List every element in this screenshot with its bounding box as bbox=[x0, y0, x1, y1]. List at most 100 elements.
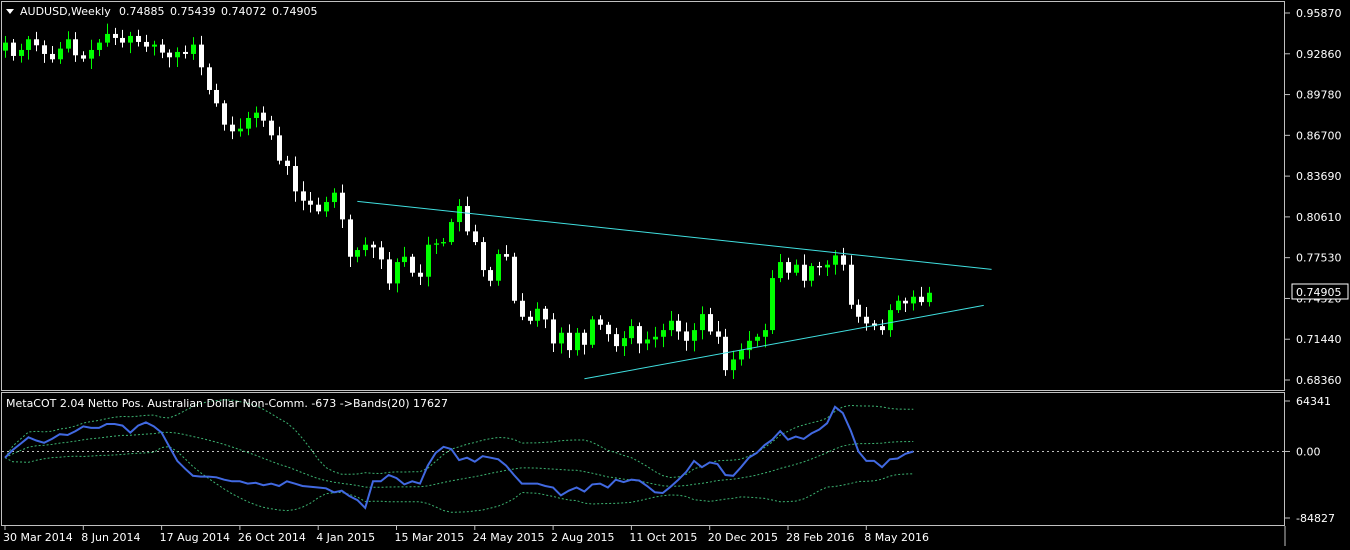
main-plot-frame bbox=[1, 1, 1285, 391]
trendline[interactable] bbox=[357, 200, 992, 270]
candle-body bbox=[645, 339, 650, 344]
candle-body bbox=[379, 247, 384, 260]
candle-body bbox=[191, 44, 196, 54]
candle-body bbox=[105, 33, 110, 43]
candle-body bbox=[590, 319, 595, 345]
time-tick-label: 26 Oct 2014 bbox=[238, 531, 306, 544]
price-tick-label: 0.89780 bbox=[1296, 89, 1342, 102]
candle-body bbox=[864, 316, 869, 324]
price-tick-label: 0.95870 bbox=[1296, 7, 1342, 20]
time-tick-label: 11 Oct 2015 bbox=[629, 531, 697, 544]
candle-body bbox=[504, 254, 509, 257]
candle-body bbox=[606, 324, 611, 335]
candle-body bbox=[880, 326, 885, 331]
candle-body bbox=[269, 120, 274, 136]
candle-body bbox=[927, 292, 932, 303]
candle-body bbox=[238, 128, 243, 132]
chart-symbol-title: AUDUSD,Weekly bbox=[20, 5, 111, 18]
candle-body bbox=[896, 300, 901, 311]
candle-body bbox=[410, 256, 415, 273]
candle-body bbox=[598, 319, 603, 325]
candle-body bbox=[183, 51, 188, 54]
candle-body bbox=[488, 270, 493, 281]
candle-body bbox=[89, 49, 94, 59]
candle-body bbox=[26, 39, 31, 50]
candle-body bbox=[551, 319, 556, 344]
price-tick-label: 0.80610 bbox=[1296, 211, 1342, 224]
candle-body bbox=[637, 326, 642, 344]
candle-body bbox=[261, 112, 266, 121]
price-tick-label: 0.83690 bbox=[1296, 170, 1342, 183]
candle-body bbox=[778, 262, 783, 279]
candle-body bbox=[512, 256, 517, 301]
price-tick-label: 0.68360 bbox=[1296, 374, 1342, 387]
current-price-box bbox=[1291, 283, 1349, 300]
trendline[interactable] bbox=[584, 304, 984, 380]
candle-body bbox=[120, 37, 125, 43]
candle-body bbox=[528, 316, 533, 321]
candle-body bbox=[567, 332, 572, 351]
candle-body bbox=[786, 262, 791, 273]
ohlc-high: 0.75439 bbox=[170, 5, 216, 18]
candle-body bbox=[34, 39, 39, 46]
candle-body bbox=[535, 308, 540, 321]
candle-body bbox=[426, 244, 431, 277]
candle-body bbox=[301, 191, 306, 201]
candle-body bbox=[543, 308, 548, 320]
candle-body bbox=[676, 320, 681, 332]
candle-body bbox=[763, 330, 768, 337]
candle-body bbox=[755, 336, 760, 341]
candle-body bbox=[285, 160, 290, 167]
candle-body bbox=[669, 320, 674, 331]
candle-body bbox=[230, 124, 235, 132]
candle-body bbox=[418, 272, 423, 277]
candle-body bbox=[308, 200, 313, 205]
time-tick-label: 28 Feb 2016 bbox=[786, 531, 854, 544]
candle-body bbox=[653, 336, 658, 340]
candle-body bbox=[175, 51, 180, 58]
candle-body bbox=[449, 222, 454, 243]
candle-body bbox=[520, 300, 525, 317]
candle-body bbox=[849, 264, 854, 305]
time-tick-label: 4 Jan 2015 bbox=[316, 531, 375, 544]
indicator-band-middle bbox=[4, 431, 914, 488]
price-tick-label: 0.71440 bbox=[1296, 333, 1342, 346]
candle-body bbox=[254, 112, 259, 118]
candle-body bbox=[371, 244, 376, 248]
candle-body bbox=[402, 256, 407, 263]
candles-layer bbox=[3, 23, 932, 380]
candle-body bbox=[152, 44, 157, 47]
candle-body bbox=[457, 206, 462, 223]
candle-body bbox=[277, 135, 282, 161]
time-tick-label: 17 Aug 2014 bbox=[160, 531, 230, 544]
candle-body bbox=[731, 359, 736, 371]
candle-body bbox=[355, 250, 360, 257]
candle-body bbox=[809, 266, 814, 281]
candle-body bbox=[66, 39, 71, 49]
candle-body bbox=[559, 332, 564, 344]
time-tick-label: 2 Aug 2015 bbox=[551, 531, 614, 544]
candle-body bbox=[128, 35, 133, 43]
ohlc-open: 0.74885 bbox=[119, 5, 165, 18]
candle-body bbox=[42, 45, 47, 54]
candle-body bbox=[700, 314, 705, 331]
candle-body bbox=[167, 52, 172, 58]
indicator-title: MetaCOT 2.04 Netto Pos. Australian Dolla… bbox=[6, 397, 448, 410]
ohlc-close: 0.74905 bbox=[272, 5, 318, 18]
candle-body bbox=[817, 266, 822, 268]
candle-body bbox=[214, 89, 219, 104]
indicator-plot-frame bbox=[1, 392, 1285, 526]
price-tick-label: 0.77530 bbox=[1296, 252, 1342, 265]
time-axis: 30 Mar 2014 8 Jun 2014 17 Aug 2014 26 Oct 2… bbox=[3, 526, 929, 544]
time-tick-label: 8 Jun 2014 bbox=[81, 531, 140, 544]
collapse-triangle-icon[interactable] bbox=[6, 9, 14, 14]
candle-body bbox=[473, 231, 478, 243]
candle-body bbox=[363, 244, 368, 251]
ohlc-low: 0.74072 bbox=[221, 5, 267, 18]
candle-body bbox=[888, 310, 893, 331]
candle-body bbox=[747, 340, 752, 351]
candle-body bbox=[708, 314, 713, 332]
candle-body bbox=[582, 332, 587, 345]
